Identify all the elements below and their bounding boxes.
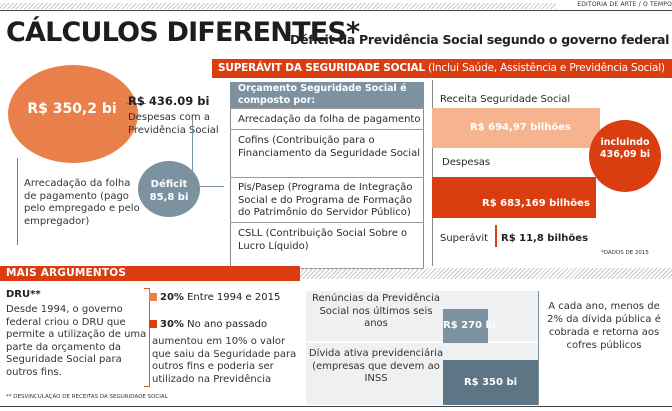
divider-line: [538, 291, 539, 405]
incluindo-circle: [589, 120, 661, 192]
composicao-item: Arrecadação da folha de pagamento: [238, 114, 421, 125]
deficit-text: Déficit 85,8 bi: [140, 178, 198, 204]
superavit-tick: [495, 225, 497, 247]
header-hatch-decoration: [0, 3, 556, 9]
composicao-divider: [230, 177, 424, 178]
stat1-bold: 20%: [160, 292, 184, 303]
connector-line: [17, 158, 18, 245]
cobranca-text: A cada ano, menos de 2% da dívida públic…: [547, 301, 661, 351]
superavit-label: Superávit: [440, 233, 489, 244]
incluindo-text: incluindo 436,09 bi: [592, 137, 658, 161]
composicao-item: Pis/Pasep (Programa de Integração Social…: [238, 182, 413, 218]
page-title: CÁLCULOS DIFERENTES*: [6, 17, 360, 48]
connector-line: [192, 120, 193, 180]
despesas-previdencia-desc: Despesas com a Previdência Social: [128, 112, 219, 136]
incluindo-value: 436,09 bi: [599, 149, 651, 160]
divida-label: Dívida ativa previdenciária (empresas qu…: [308, 348, 444, 384]
dru-footnote: ** DESVINCULAÇÃO DE RECEITAS DA SEGURIDA…: [6, 394, 168, 400]
renuncias-label: Renúncias da Previdência Social nos últi…: [312, 293, 440, 329]
despesas-label: Despesas: [442, 157, 491, 168]
superavit-value: R$ 11,8 bilhões: [501, 233, 589, 244]
superavit-banner-rest: (Inclui Saúde, Assistência e Previdência…: [424, 62, 665, 74]
bracket-line: [432, 80, 433, 266]
mais-argumentos-banner: [0, 266, 300, 281]
divida-value: R$ 350 bi: [463, 377, 518, 388]
section-hatch-decoration: [300, 268, 672, 279]
receita-value: R$ 694,97 bilhões: [470, 122, 571, 133]
despesas-previdencia-value: R$ 436.09 bi: [128, 94, 210, 108]
incluindo-label: incluindo: [600, 137, 650, 148]
composicao-item: CSLL (Contribuição Social Sobre o Lucro …: [238, 228, 408, 252]
superavit-banner-bold: SUPERÁVIT DA SEGURIDADE SOCIAL: [218, 62, 425, 74]
despesas-value: R$ 683,169 bilhões: [482, 198, 590, 209]
bracket-line: [149, 288, 150, 386]
data-source-note: *DADOS DE 2015: [601, 250, 649, 256]
renuncias-value: R$ 270 bi: [443, 320, 497, 331]
page-subtitle: Déficit da Previdência Social segundo o …: [290, 32, 670, 47]
mais-argumentos-title: MAIS ARGUMENTOS: [6, 267, 127, 279]
divida-bar: [443, 360, 538, 405]
stat-marker: [149, 320, 157, 328]
renuncias-panel: [306, 291, 538, 341]
deficit-value: 85,8 bi: [149, 192, 189, 203]
despesas-bar: [432, 177, 596, 218]
connector-line: [194, 186, 224, 187]
renuncias-bar: [443, 309, 488, 343]
composicao-header: [230, 82, 424, 108]
stat2-rest: No ano passado: [183, 319, 268, 330]
arrecadacao-desc: Arrecadação da folha de pagamento (pago …: [24, 178, 140, 227]
bottom-rule: [0, 406, 672, 407]
stat1-rest: Entre 1994 e 2015: [183, 292, 281, 303]
aumento-text: aumentou em 10% o valor que saiu da Segu…: [152, 336, 297, 385]
composicao-title: Orçamento Seguridade Social é composto p…: [238, 83, 407, 106]
stat2-bold: 30%: [160, 319, 184, 330]
stat-30-percent: 30% No ano passado: [160, 319, 267, 330]
connector-line: [126, 103, 146, 104]
superavit-banner-text: SUPERÁVIT DA SEGURIDADE SOCIAL (Inclui S…: [218, 62, 665, 74]
stat-marker: [149, 293, 157, 301]
art-credit: EDITORIA DE ARTE / O TEMPO: [577, 1, 672, 8]
arrecadacao-circle: [8, 65, 138, 163]
dru-title: DRU**: [6, 289, 41, 300]
receita-label: Receita Seguridade Social: [440, 94, 571, 105]
deficit-label: Déficit: [150, 179, 188, 190]
composicao-divider: [230, 108, 424, 109]
top-rule: [0, 10, 672, 11]
receita-bar: [432, 108, 600, 148]
deficit-circle: [138, 161, 200, 217]
superavit-banner: [212, 59, 672, 78]
bracket-line: [144, 386, 150, 387]
composicao-divider: [230, 222, 424, 223]
stat-20-percent: 20% Entre 1994 e 2015: [160, 292, 280, 303]
composicao-item: Cofins (Contribuição para o Financiament…: [238, 135, 420, 159]
bracket-line: [144, 288, 150, 289]
composicao-divider: [230, 129, 424, 130]
dru-text: Desde 1994, o governo federal criou o DR…: [6, 304, 147, 378]
arrecadacao-value: R$ 350,2 bi: [27, 101, 117, 117]
